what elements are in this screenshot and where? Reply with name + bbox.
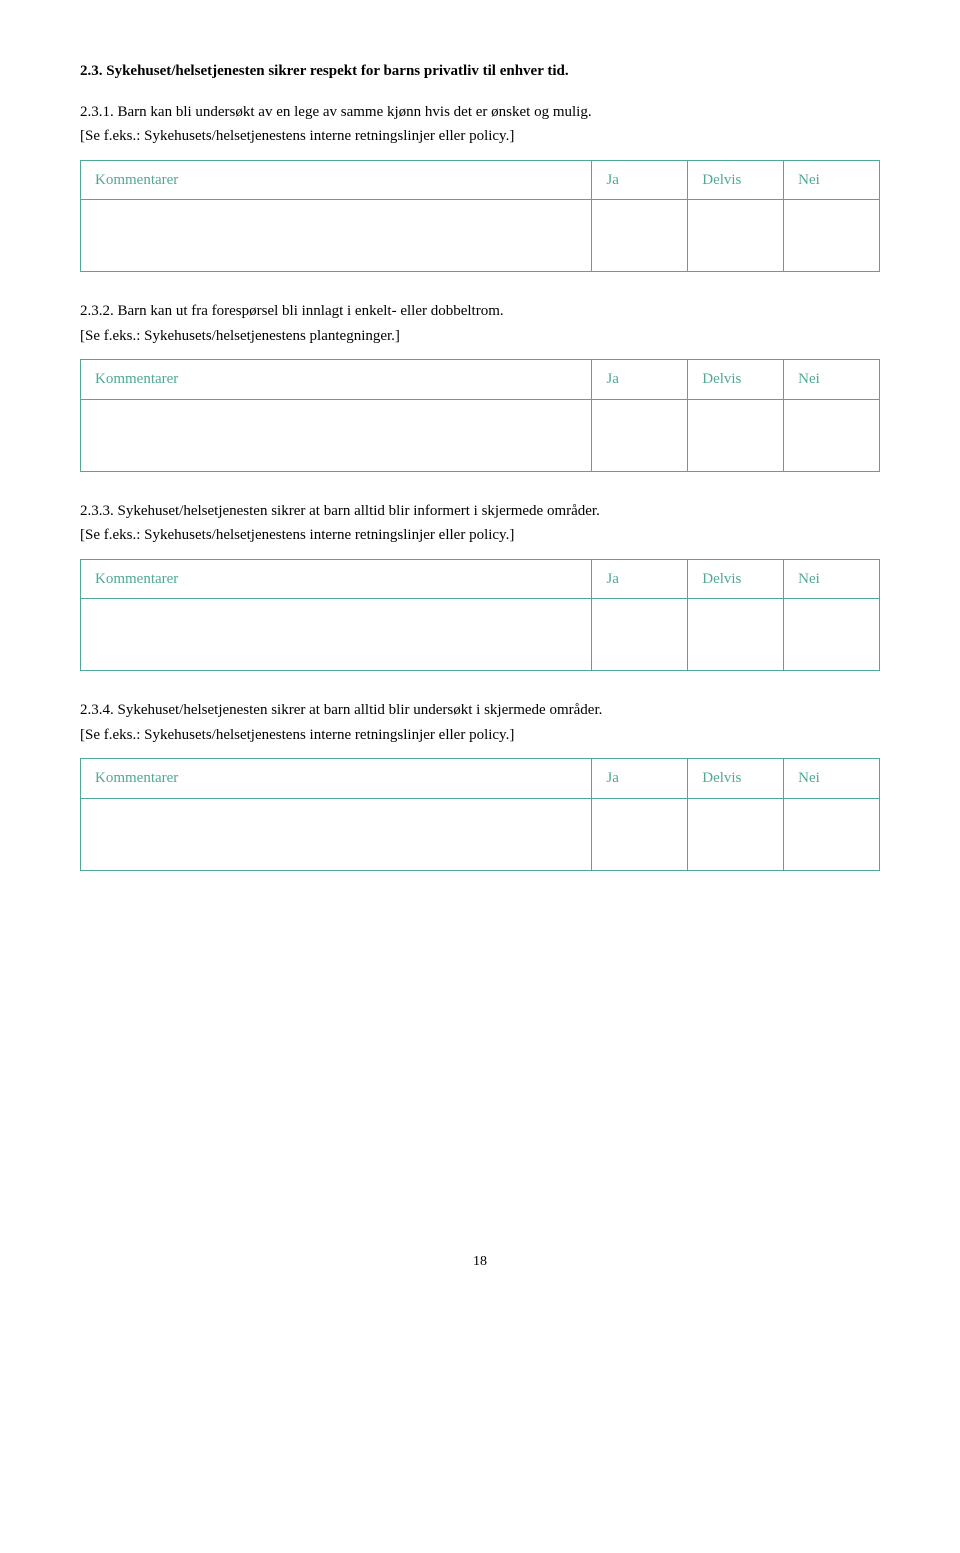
item-text: 2.3.4. Sykehuset/helsetjenesten sikrer a…	[80, 699, 880, 722]
cell-comments[interactable]	[81, 599, 592, 671]
cell-no[interactable]	[784, 399, 880, 471]
th-yes: Ja	[592, 559, 688, 599]
th-yes: Ja	[592, 160, 688, 200]
cell-yes[interactable]	[592, 200, 688, 272]
item-text: 2.3.3. Sykehuset/helsetjenesten sikrer a…	[80, 500, 880, 523]
item-block-3: 2.3.3. Sykehuset/helsetjenesten sikrer a…	[80, 500, 880, 672]
comment-table: Kommentarer Ja Delvis Nei	[80, 160, 880, 273]
item-ref: [Se f.eks.: Sykehusets/helsetjenestens i…	[80, 524, 880, 547]
item-text: 2.3.1. Barn kan bli undersøkt av en lege…	[80, 101, 880, 124]
cell-partial[interactable]	[688, 798, 784, 870]
comment-table: Kommentarer Ja Delvis Nei	[80, 359, 880, 472]
cell-partial[interactable]	[688, 200, 784, 272]
comment-table: Kommentarer Ja Delvis Nei	[80, 758, 880, 871]
cell-yes[interactable]	[592, 798, 688, 870]
cell-no[interactable]	[784, 599, 880, 671]
th-partial: Delvis	[688, 360, 784, 400]
th-comments: Kommentarer	[81, 559, 592, 599]
item-ref: [Se f.eks.: Sykehusets/helsetjenestens i…	[80, 724, 880, 747]
cell-no[interactable]	[784, 200, 880, 272]
th-no: Nei	[784, 360, 880, 400]
cell-yes[interactable]	[592, 599, 688, 671]
item-ref: [Se f.eks.: Sykehusets/helsetjenestens i…	[80, 125, 880, 148]
item-text: 2.3.2. Barn kan ut fra forespørsel bli i…	[80, 300, 880, 323]
cell-comments[interactable]	[81, 200, 592, 272]
item-block-2: 2.3.2. Barn kan ut fra forespørsel bli i…	[80, 300, 880, 472]
cell-partial[interactable]	[688, 599, 784, 671]
th-yes: Ja	[592, 360, 688, 400]
th-comments: Kommentarer	[81, 160, 592, 200]
th-partial: Delvis	[688, 759, 784, 799]
th-no: Nei	[784, 160, 880, 200]
th-partial: Delvis	[688, 559, 784, 599]
item-block-1: 2.3.1. Barn kan bli undersøkt av en lege…	[80, 101, 880, 273]
comment-table: Kommentarer Ja Delvis Nei	[80, 559, 880, 672]
item-ref: [Se f.eks.: Sykehusets/helsetjenestens p…	[80, 325, 880, 348]
cell-comments[interactable]	[81, 399, 592, 471]
item-block-4: 2.3.4. Sykehuset/helsetjenesten sikrer a…	[80, 699, 880, 871]
section-title: 2.3. Sykehuset/helsetjenesten sikrer res…	[80, 60, 880, 83]
th-comments: Kommentarer	[81, 759, 592, 799]
th-yes: Ja	[592, 759, 688, 799]
th-comments: Kommentarer	[81, 360, 592, 400]
cell-comments[interactable]	[81, 798, 592, 870]
cell-yes[interactable]	[592, 399, 688, 471]
th-no: Nei	[784, 559, 880, 599]
cell-no[interactable]	[784, 798, 880, 870]
th-no: Nei	[784, 759, 880, 799]
th-partial: Delvis	[688, 160, 784, 200]
cell-partial[interactable]	[688, 399, 784, 471]
page-number: 18	[80, 1251, 880, 1272]
